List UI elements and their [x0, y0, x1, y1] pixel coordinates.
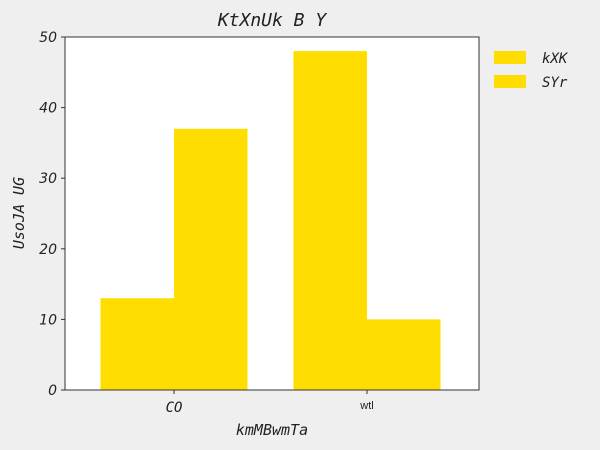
x-tick-label: wtl [359, 400, 373, 412]
y-tick-label: 40 [39, 101, 57, 117]
bar-kXK-wtl [293, 51, 367, 391]
y-tick-label: 20 [39, 242, 57, 258]
chart-title: KtXnUk B Y [217, 10, 328, 31]
legend-swatch [494, 51, 526, 64]
legend: kXK SYr [494, 51, 569, 91]
y-tick-label: 50 [39, 30, 57, 46]
plot-frame [64, 36, 480, 391]
legend-swatch [494, 75, 526, 88]
legend-label: kXK [542, 51, 569, 67]
bar-SYr-CO [174, 128, 248, 390]
y-tick-label: 10 [39, 312, 57, 328]
y-tick-label: 30 [39, 171, 57, 187]
bar-SYr-wtl [367, 319, 441, 390]
bar-kXK-CO [100, 298, 174, 390]
legend-label: SYr [542, 75, 568, 91]
y-tick-label: 0 [48, 383, 57, 399]
y-axis-label: UsoJA UG [10, 177, 28, 249]
x-tick-label: CO [166, 400, 183, 416]
x-axis-label: kmMBwmTa [236, 421, 308, 439]
